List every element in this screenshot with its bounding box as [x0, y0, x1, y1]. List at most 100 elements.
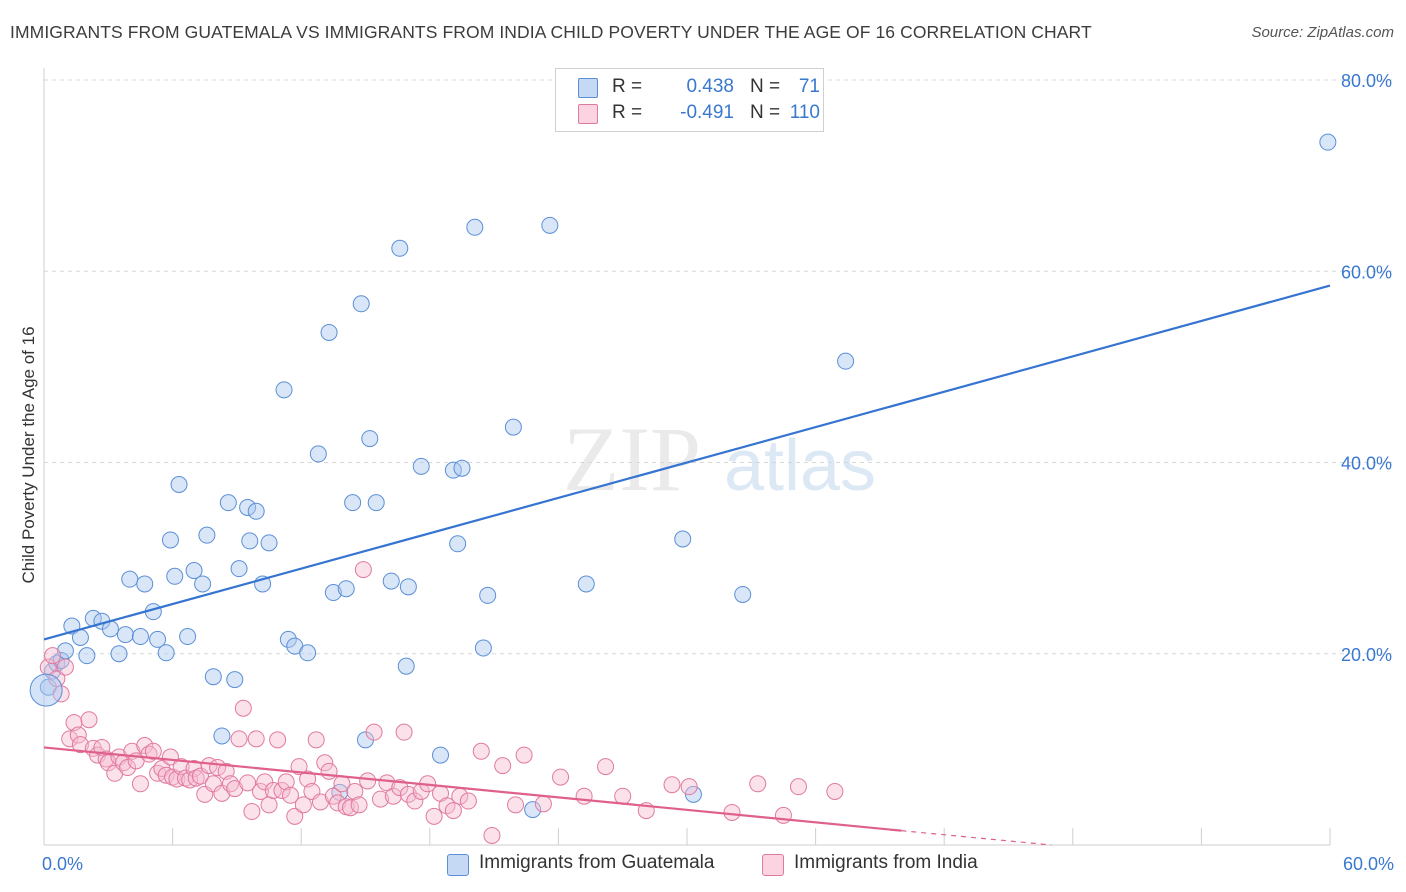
- india-point: [365, 723, 383, 741]
- india-point: [273, 781, 291, 799]
- guatemala-point: [185, 562, 203, 580]
- india-point: [597, 758, 615, 776]
- india-point: [663, 776, 681, 794]
- guatemala-point: [279, 630, 297, 648]
- guatemala-point: [121, 570, 139, 588]
- guatemala-point: [198, 526, 216, 544]
- legend-n-label: N =: [750, 102, 781, 123]
- trend-line-india-extension: [901, 830, 1052, 846]
- india-point: [264, 781, 282, 799]
- legend-swatch-india: [578, 104, 598, 124]
- guatemala-point: [131, 628, 149, 646]
- guatemala-point: [352, 295, 370, 313]
- india-point: [774, 806, 792, 824]
- india-point: [316, 754, 334, 772]
- india-point: [277, 773, 295, 791]
- india-point: [71, 736, 89, 754]
- trend-line-guatemala: [43, 284, 1331, 641]
- guatemala-point: [504, 418, 522, 436]
- india-point: [444, 802, 462, 820]
- guatemala-point: [432, 746, 450, 764]
- bottom-legend-label-guatemala: Immigrants from Guatemala: [479, 852, 715, 873]
- legend-n-value: 110: [789, 102, 820, 123]
- india-point: [350, 796, 368, 814]
- guatemala-point: [444, 461, 462, 479]
- guatemala-point: [275, 381, 293, 399]
- india-point: [119, 759, 137, 777]
- india-point: [290, 758, 308, 776]
- guatemala-point: [219, 494, 237, 512]
- guatemala-point: [320, 323, 338, 341]
- correlation-legend: R = 0.438 N = 71 R = -0.491 N = 110: [555, 68, 824, 132]
- legend-n-label: N =: [750, 76, 781, 97]
- india-point: [459, 792, 477, 810]
- bottom-legend-swatch-guatemala: [447, 854, 469, 876]
- india-point: [425, 807, 443, 825]
- legend-swatch-guatemala: [578, 78, 598, 98]
- india-point: [472, 742, 490, 760]
- guatemala-point: [541, 216, 559, 234]
- guatemala-point: [149, 630, 167, 648]
- india-point: [131, 775, 149, 793]
- chart-title: IMMIGRANTS FROM GUATEMALA VS IMMIGRANTS …: [10, 22, 1092, 42]
- india-point: [187, 769, 205, 787]
- india-point: [507, 796, 525, 814]
- guatemala-point: [382, 572, 400, 590]
- guatemala-point: [260, 534, 278, 552]
- guatemala-point: [412, 457, 430, 475]
- guatemala-point: [170, 475, 188, 493]
- trend-lines: [43, 284, 1331, 846]
- guatemala-point: [397, 657, 415, 675]
- guatemala-point: [239, 498, 257, 516]
- india-point: [251, 782, 269, 800]
- guatemala-point: [29, 673, 63, 707]
- y-tick-label: 80.0%: [1341, 71, 1392, 91]
- india-point: [269, 731, 287, 749]
- guatemala-point: [399, 578, 417, 596]
- india-point: [534, 795, 552, 813]
- india-point: [307, 731, 325, 749]
- guatemala-point: [734, 585, 752, 603]
- india-point: [359, 772, 377, 790]
- india-point: [346, 782, 364, 800]
- india-point: [294, 796, 312, 814]
- bottom-legend-label-india: Immigrants from India: [794, 852, 978, 873]
- india-point: [200, 757, 218, 775]
- guatemala-point: [157, 644, 175, 662]
- india-point: [181, 771, 199, 789]
- data-points: [29, 133, 1337, 844]
- guatemala-point: [226, 671, 244, 689]
- india-point: [80, 711, 98, 729]
- india-point: [136, 737, 154, 755]
- guatemala-point: [136, 575, 154, 593]
- guatemala-point: [204, 668, 222, 686]
- guatemala-point: [213, 727, 231, 745]
- india-point: [575, 787, 593, 805]
- guatemala-point: [524, 801, 542, 819]
- legend-r-label: R =: [612, 76, 643, 97]
- guatemala-point: [837, 352, 855, 370]
- india-point: [239, 774, 257, 792]
- india-point: [494, 757, 512, 775]
- india-point: [247, 730, 265, 748]
- india-point: [749, 775, 767, 793]
- guatemala-point: [78, 647, 96, 665]
- y-tick-label: 20.0%: [1341, 645, 1392, 665]
- india-point: [723, 803, 741, 821]
- india-point: [391, 779, 409, 797]
- india-point: [243, 803, 261, 821]
- india-point: [61, 730, 79, 748]
- guatemala-point: [241, 532, 259, 550]
- india-point: [56, 658, 74, 676]
- legend-r-value: 0.438: [686, 76, 734, 97]
- legend-r-value: -0.491: [680, 102, 734, 123]
- india-point: [44, 647, 62, 665]
- guatemala-point: [110, 645, 128, 663]
- india-point: [384, 787, 402, 805]
- india-point: [320, 762, 338, 780]
- india-point: [256, 773, 274, 791]
- watermark-atlas: atlas: [724, 426, 876, 506]
- guatemala-point: [194, 575, 212, 593]
- guatemala-point: [674, 530, 692, 548]
